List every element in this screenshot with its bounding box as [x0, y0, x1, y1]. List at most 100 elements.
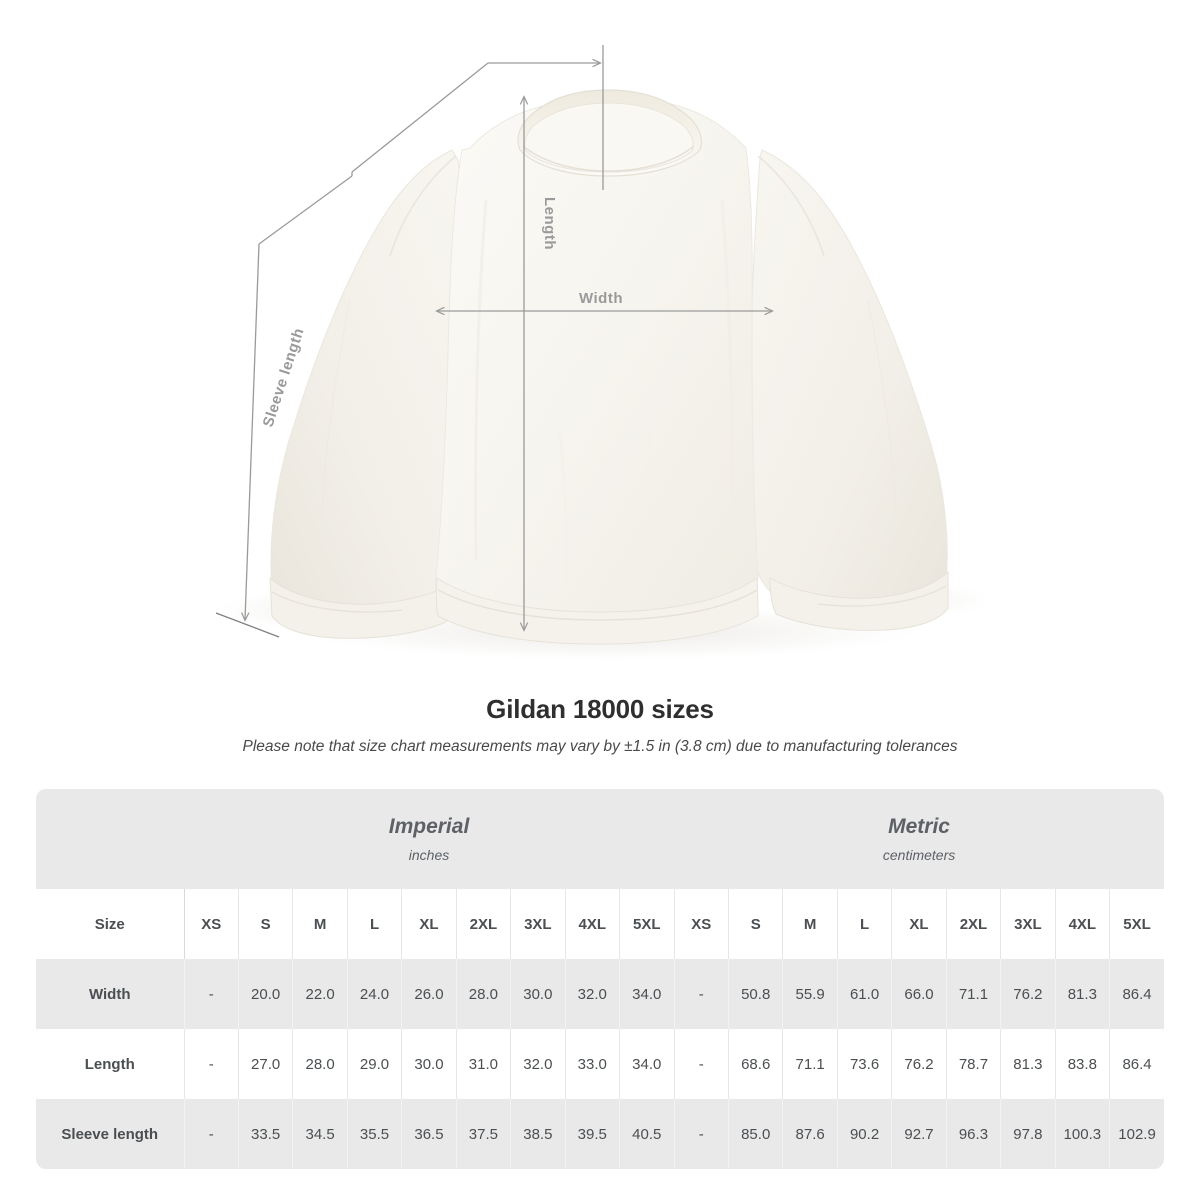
cell-length-imperial-4xl: 33.0	[565, 1029, 621, 1099]
cell-width-imperial-s: 20.0	[238, 959, 294, 1029]
size-header-s-metric: S	[728, 889, 784, 959]
cell-length-imperial-l: 29.0	[347, 1029, 403, 1099]
cell-width-imperial-xs: -	[184, 959, 239, 1029]
table-row: Sleeve length -33.5 34.5 35.5 36.5 37.5 38.5 39…	[36, 1099, 1165, 1169]
width-label: Width	[579, 290, 623, 307]
unit-group-name: Metric	[888, 815, 950, 838]
cell-length-imperial-s: 27.0	[238, 1029, 294, 1099]
size-header-xs-metric: XS	[673, 889, 729, 959]
cell-sleeve-length-imperial-l: 35.5	[347, 1099, 403, 1169]
cell-sleeve-length-imperial-s: 33.5	[238, 1099, 294, 1169]
cell-length-imperial-5xl: 34.0	[619, 1029, 675, 1099]
unit-group-sub: inches	[408, 847, 450, 863]
left-shoulder-seam	[389, 155, 457, 257]
size-table: Imperial inches Metric centimeters Size XS S M L…	[36, 789, 1165, 1169]
cell-width-metric-4xl: 81.3	[1055, 959, 1111, 1029]
right-cuff	[769, 570, 949, 631]
size-header-row: Size XS S M L XL 2XL 3XL 4XL 5XL XS S M L XL 2XL 3XL 4XL 5…	[36, 889, 1165, 959]
sleeve-bottom-arrow	[245, 243, 260, 620]
cell-width-imperial-5xl: 34.0	[619, 959, 675, 1029]
size-header-3xl-imperial: 3XL	[510, 889, 566, 959]
table-row: Width -20.0 22.0 24.0 26.0 28.0 30.0 32.0 34.0-5…	[36, 959, 1165, 1029]
unit-group-imperial: Imperial inches	[184, 789, 675, 889]
cell-length-metric-xl: 76.2	[891, 1029, 947, 1099]
tolerance-note: Please note that size chart measurements…	[242, 738, 958, 755]
cell-width-metric-2xl: 71.1	[946, 959, 1002, 1029]
cell-length-metric-xs: -	[673, 1029, 729, 1099]
cell-length-metric-l: 73.6	[837, 1029, 893, 1099]
cell-width-imperial-3xl: 30.0	[510, 959, 566, 1029]
unit-row-spacer	[36, 789, 184, 889]
size-table-wrapper: Imperial inches Metric centimeters Size XS S M L…	[36, 789, 1165, 1169]
cell-length-metric-s: 68.6	[728, 1029, 784, 1099]
cell-sleeve-length-metric-s: 85.0	[728, 1099, 784, 1169]
size-header-5xl-metric: 5XL	[1109, 889, 1165, 959]
size-header-2xl-metric: 2XL	[946, 889, 1002, 959]
sweatshirt-body	[435, 97, 759, 631]
cell-sleeve-length-metric-3xl: 97.8	[1000, 1099, 1056, 1169]
cell-sleeve-length-imperial-4xl: 39.5	[565, 1099, 621, 1169]
bottom-hem	[435, 577, 759, 645]
cell-sleeve-length-metric-5xl: 102.9	[1109, 1099, 1165, 1169]
cell-length-imperial-m: 28.0	[292, 1029, 348, 1099]
right-shoulder-seam	[757, 155, 825, 257]
cell-length-imperial-xs: -	[184, 1029, 239, 1099]
cell-sleeve-length-imperial-2xl: 37.5	[456, 1099, 512, 1169]
sleeve-length-annotation	[215, 45, 604, 638]
cell-width-metric-l: 61.0	[837, 959, 893, 1029]
row-label-sleeve-length: Sleeve length	[36, 1099, 185, 1169]
size-header-5xl-imperial: 5XL	[619, 889, 675, 959]
cell-width-metric-m: 55.9	[782, 959, 838, 1029]
page-title: Gildan 18000 sizes	[486, 694, 714, 724]
cell-width-imperial-l: 24.0	[347, 959, 403, 1029]
cell-width-metric-xl: 66.0	[891, 959, 947, 1029]
unit-group-name: Imperial	[388, 815, 470, 838]
length-label: Length	[541, 197, 558, 250]
size-header-xs-imperial: XS	[184, 889, 239, 959]
size-header-4xl-metric: 4XL	[1055, 889, 1111, 959]
cell-length-imperial-2xl: 31.0	[456, 1029, 512, 1099]
size-header-label: Size	[36, 889, 185, 959]
cell-width-metric-5xl: 86.4	[1109, 959, 1165, 1029]
cell-sleeve-length-imperial-xs: -	[184, 1099, 239, 1169]
cell-length-metric-5xl: 86.4	[1109, 1029, 1165, 1099]
size-header-3xl-metric: 3XL	[1000, 889, 1056, 959]
cell-sleeve-length-metric-2xl: 96.3	[946, 1099, 1002, 1169]
cell-length-metric-4xl: 83.8	[1055, 1029, 1111, 1099]
cell-width-imperial-2xl: 28.0	[456, 959, 512, 1029]
sweatshirt-diagram: Length Width Sleeve length	[210, 45, 1000, 662]
cell-sleeve-length-metric-m: 87.6	[782, 1099, 838, 1169]
size-header-m-metric: M	[782, 889, 838, 959]
size-header-l-imperial: L	[347, 889, 403, 959]
cell-width-imperial-m: 22.0	[292, 959, 348, 1029]
unit-group-metric: Metric centimeters	[674, 789, 1165, 889]
cell-sleeve-length-metric-4xl: 100.3	[1055, 1099, 1111, 1169]
cell-width-imperial-xl: 26.0	[401, 959, 457, 1029]
cell-width-metric-s: 50.8	[728, 959, 784, 1029]
size-header-m-imperial: M	[292, 889, 348, 959]
heading-block: Gildan 18000 sizes Please note that size…	[0, 694, 1200, 756]
cell-sleeve-length-metric-xl: 92.7	[891, 1099, 947, 1169]
cell-sleeve-length-imperial-xl: 36.5	[401, 1099, 457, 1169]
cell-width-imperial-4xl: 32.0	[565, 959, 621, 1029]
cell-length-imperial-xl: 30.0	[401, 1029, 457, 1099]
sleeve-end-tick	[215, 612, 280, 638]
cell-width-metric-3xl: 76.2	[1000, 959, 1056, 1029]
cell-sleeve-length-imperial-5xl: 40.5	[619, 1099, 675, 1169]
cell-sleeve-length-metric-xs: -	[673, 1099, 729, 1169]
table-row: Length -27.0 28.0 29.0 30.0 31.0 32.0 33.0 34.0-…	[36, 1029, 1165, 1099]
unit-group-sub: centimeters	[882, 847, 956, 863]
size-header-l-metric: L	[837, 889, 893, 959]
cell-length-imperial-3xl: 32.0	[510, 1029, 566, 1099]
garment-illustration: Length Width Sleeve length	[210, 45, 1000, 662]
size-header-s-imperial: S	[238, 889, 294, 959]
cell-sleeve-length-imperial-m: 34.5	[292, 1099, 348, 1169]
row-label-length: Length	[36, 1029, 185, 1099]
cell-width-metric-xs: -	[673, 959, 729, 1029]
size-header-xl-metric: XL	[891, 889, 947, 959]
cell-length-metric-2xl: 78.7	[946, 1029, 1002, 1099]
cell-length-metric-3xl: 81.3	[1000, 1029, 1056, 1099]
cell-sleeve-length-imperial-3xl: 38.5	[510, 1099, 566, 1169]
size-header-xl-imperial: XL	[401, 889, 457, 959]
